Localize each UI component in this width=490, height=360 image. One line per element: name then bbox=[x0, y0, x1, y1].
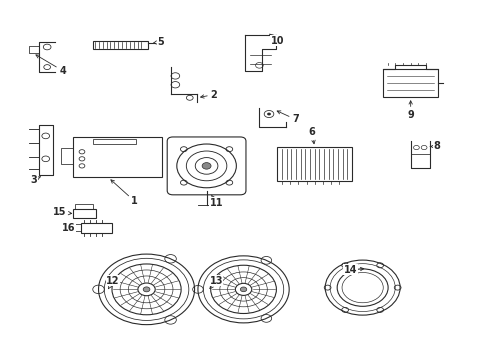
Text: 13: 13 bbox=[209, 275, 223, 289]
Text: 9: 9 bbox=[407, 101, 414, 120]
Text: 16: 16 bbox=[62, 222, 75, 233]
Bar bbox=[277, 147, 352, 181]
Bar bbox=[383, 69, 438, 97]
Bar bbox=[70, 224, 80, 231]
Bar bbox=[93, 139, 136, 144]
Text: 4: 4 bbox=[36, 55, 66, 76]
Text: 11: 11 bbox=[209, 195, 223, 208]
Bar bbox=[74, 137, 162, 177]
Text: 2: 2 bbox=[200, 90, 217, 100]
Bar bbox=[61, 148, 74, 164]
Circle shape bbox=[202, 163, 211, 169]
Text: 3: 3 bbox=[30, 175, 40, 185]
Text: 15: 15 bbox=[53, 207, 72, 217]
Text: 12: 12 bbox=[106, 275, 120, 289]
Circle shape bbox=[143, 287, 150, 292]
Text: 5: 5 bbox=[153, 37, 164, 47]
Bar bbox=[80, 223, 112, 233]
Text: 8: 8 bbox=[430, 141, 441, 152]
Bar bbox=[75, 204, 93, 208]
Bar bbox=[93, 41, 148, 49]
Text: 6: 6 bbox=[309, 127, 316, 144]
Text: 7: 7 bbox=[277, 111, 299, 124]
Text: 10: 10 bbox=[270, 34, 284, 46]
Circle shape bbox=[241, 287, 247, 292]
Bar bbox=[73, 208, 96, 219]
Text: 14: 14 bbox=[344, 265, 364, 275]
Circle shape bbox=[267, 113, 271, 116]
Polygon shape bbox=[39, 125, 53, 175]
Bar bbox=[39, 125, 53, 175]
Text: 1: 1 bbox=[111, 180, 138, 206]
